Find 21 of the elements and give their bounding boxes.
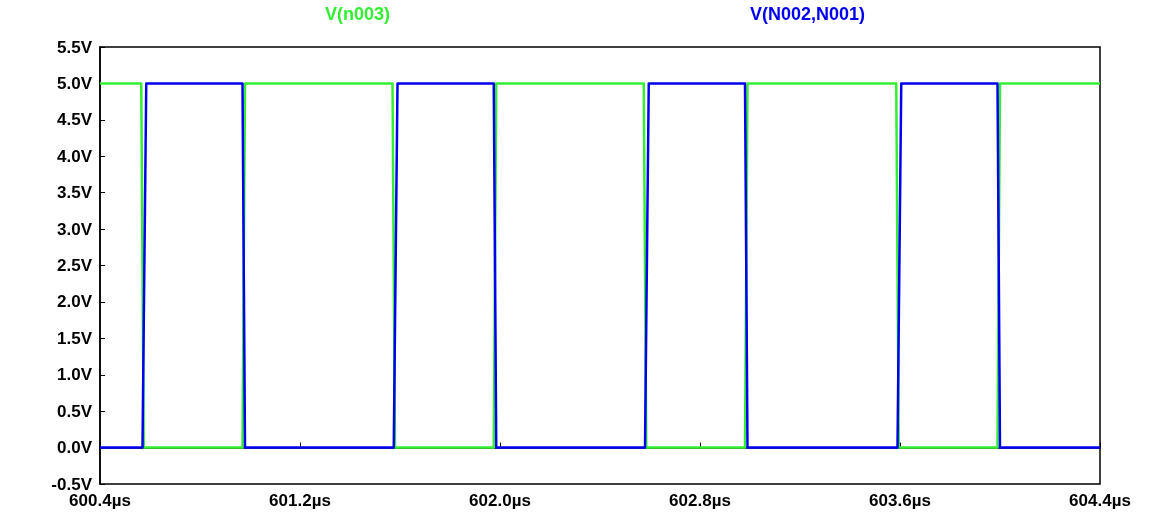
y-tick-label: 1.5V	[57, 328, 93, 348]
y-tick-label: -0.5V	[51, 474, 93, 494]
y-tick-label: 0.5V	[57, 401, 93, 421]
y-tick-label: 0.0V	[57, 438, 93, 458]
x-tick-label: 600.4µs	[69, 491, 131, 510]
x-tick-label: 603.6µs	[869, 491, 931, 510]
y-tick-label: 4.5V	[57, 110, 93, 130]
text: V(n003)	[324, 4, 390, 24]
y-tick-label: 5.0V	[57, 73, 93, 93]
x-tick-label: 601.2µs	[269, 491, 331, 510]
x-tick-label: 604.4µs	[1069, 491, 1131, 510]
y-tick-label: 5.5V	[57, 37, 93, 57]
text: V(N002,N001)	[749, 4, 866, 24]
x-tick-label: 602.8µs	[669, 491, 731, 510]
x-tick-label: 602.0µs	[469, 491, 531, 510]
y-tick-label: 4.0V	[57, 146, 93, 166]
y-tick-label: 2.5V	[57, 256, 93, 275]
y-tick-label: 3.0V	[57, 219, 93, 239]
y-tick-label: 2.0V	[57, 292, 93, 312]
y-tick-label: 3.5V	[57, 183, 93, 203]
y-tick-label: 1.0V	[57, 365, 93, 385]
